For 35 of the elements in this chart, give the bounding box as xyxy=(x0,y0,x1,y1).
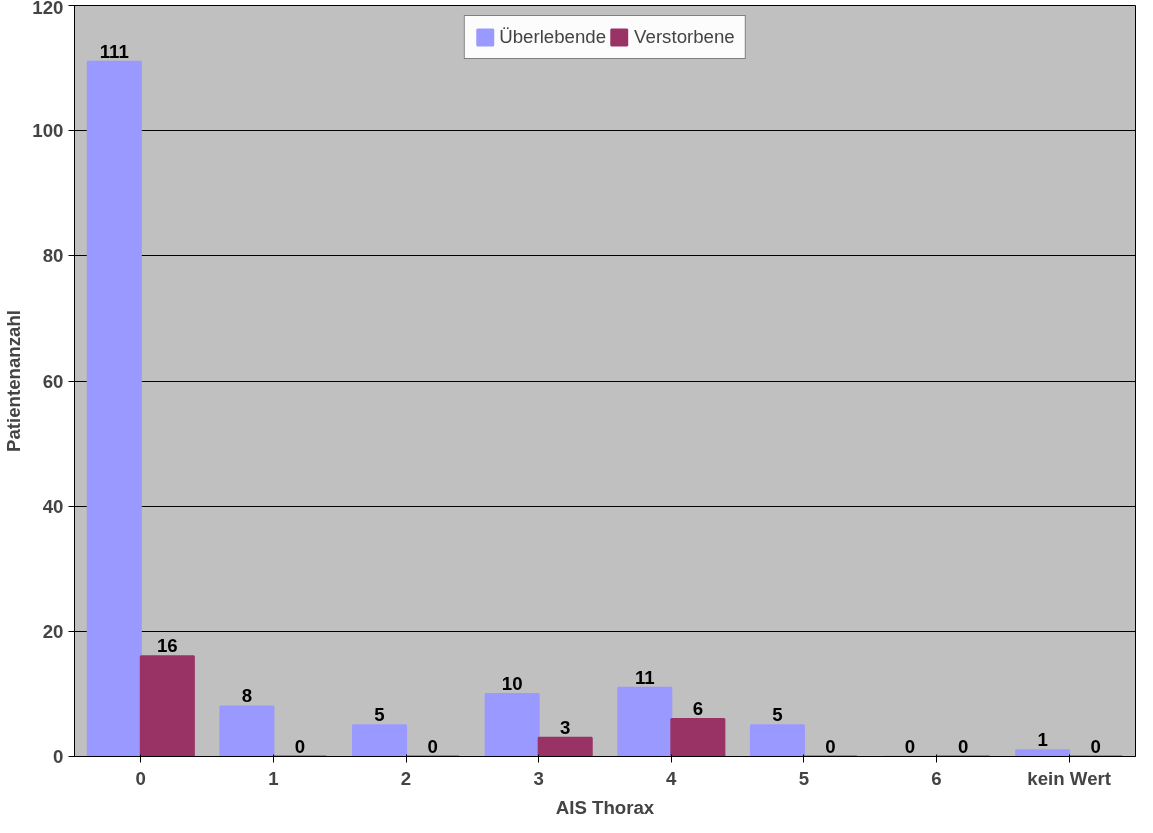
data-label: 0 xyxy=(825,735,836,757)
x-tick-label: 3 xyxy=(533,767,544,789)
y-tick-label: 20 xyxy=(42,620,64,642)
data-label: 5 xyxy=(772,704,783,726)
y-tick-label: 80 xyxy=(42,245,64,267)
y-tick-label: 0 xyxy=(53,746,64,767)
x-tick-label: 4 xyxy=(666,767,678,789)
data-label: 6 xyxy=(692,697,704,719)
data-label: 11 xyxy=(634,666,655,688)
data-label: 0 xyxy=(427,735,438,757)
y-tick-label: 40 xyxy=(42,495,64,517)
data-label: 0 xyxy=(904,735,916,757)
data-label: 0 xyxy=(957,735,969,757)
y-tick-label: 100 xyxy=(32,120,64,142)
legend-label: Überlebende xyxy=(499,26,607,48)
y-tick-label: 60 xyxy=(42,370,64,392)
data-label: 5 xyxy=(374,704,385,726)
x-tick-label: 1 xyxy=(268,767,279,789)
x-tick-label: 6 xyxy=(931,767,942,789)
legend-label: Verstorbene xyxy=(634,26,735,48)
x-axis-title: AIS Thorax xyxy=(555,796,655,818)
y-tick-label: 120 xyxy=(32,0,64,18)
data-label: 10 xyxy=(501,672,523,694)
data-label: 8 xyxy=(241,685,253,707)
data-label: 0 xyxy=(294,735,306,757)
x-tick-label: 2 xyxy=(400,767,412,789)
x-tick-label: 0 xyxy=(135,767,147,789)
x-tick-label: 5 xyxy=(798,767,810,789)
data-label: 0 xyxy=(1090,735,1101,757)
data-label: 111 xyxy=(99,40,129,62)
data-label: 16 xyxy=(156,635,178,657)
x-tick-label: kein Wert xyxy=(1027,767,1112,789)
data-label: 3 xyxy=(560,716,571,738)
data-label: 1 xyxy=(1037,729,1048,751)
y-axis-title: Patientenanzahl xyxy=(3,309,25,453)
